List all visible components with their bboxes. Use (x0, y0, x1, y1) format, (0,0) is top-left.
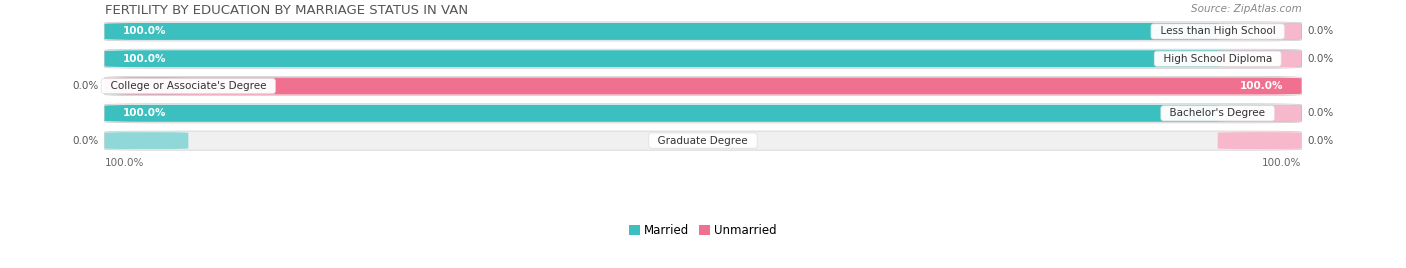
Text: 0.0%: 0.0% (72, 81, 98, 91)
FancyBboxPatch shape (104, 131, 1302, 150)
Text: 100.0%: 100.0% (1240, 81, 1284, 91)
Text: 100.0%: 100.0% (122, 54, 166, 64)
Text: FERTILITY BY EDUCATION BY MARRIAGE STATUS IN VAN: FERTILITY BY EDUCATION BY MARRIAGE STATU… (104, 4, 468, 17)
Text: 0.0%: 0.0% (72, 136, 98, 146)
Text: 0.0%: 0.0% (1308, 108, 1334, 118)
Text: 0.0%: 0.0% (1308, 27, 1334, 36)
FancyBboxPatch shape (1218, 23, 1302, 40)
Text: 100.0%: 100.0% (1263, 158, 1302, 168)
FancyBboxPatch shape (104, 50, 1302, 67)
Legend: Married, Unmarried: Married, Unmarried (624, 219, 782, 242)
Text: 100.0%: 100.0% (104, 158, 143, 168)
Text: Less than High School: Less than High School (1153, 27, 1282, 36)
FancyBboxPatch shape (1218, 132, 1302, 149)
Text: 0.0%: 0.0% (1308, 136, 1334, 146)
FancyBboxPatch shape (104, 76, 1302, 96)
Text: High School Diploma: High School Diploma (1157, 54, 1278, 64)
Text: 0.0%: 0.0% (1308, 54, 1334, 64)
FancyBboxPatch shape (104, 77, 1302, 95)
Text: College or Associate's Degree: College or Associate's Degree (104, 81, 273, 91)
FancyBboxPatch shape (104, 77, 188, 95)
FancyBboxPatch shape (104, 22, 1302, 41)
Text: Graduate Degree: Graduate Degree (651, 136, 755, 146)
Text: Source: ZipAtlas.com: Source: ZipAtlas.com (1191, 4, 1302, 14)
Text: Bachelor's Degree: Bachelor's Degree (1163, 108, 1272, 118)
Text: 100.0%: 100.0% (122, 108, 166, 118)
FancyBboxPatch shape (104, 49, 1302, 68)
FancyBboxPatch shape (1218, 50, 1302, 67)
FancyBboxPatch shape (104, 105, 1302, 122)
Text: 100.0%: 100.0% (122, 27, 166, 36)
FancyBboxPatch shape (104, 23, 1302, 40)
FancyBboxPatch shape (104, 132, 188, 149)
FancyBboxPatch shape (1218, 105, 1302, 122)
FancyBboxPatch shape (104, 104, 1302, 123)
